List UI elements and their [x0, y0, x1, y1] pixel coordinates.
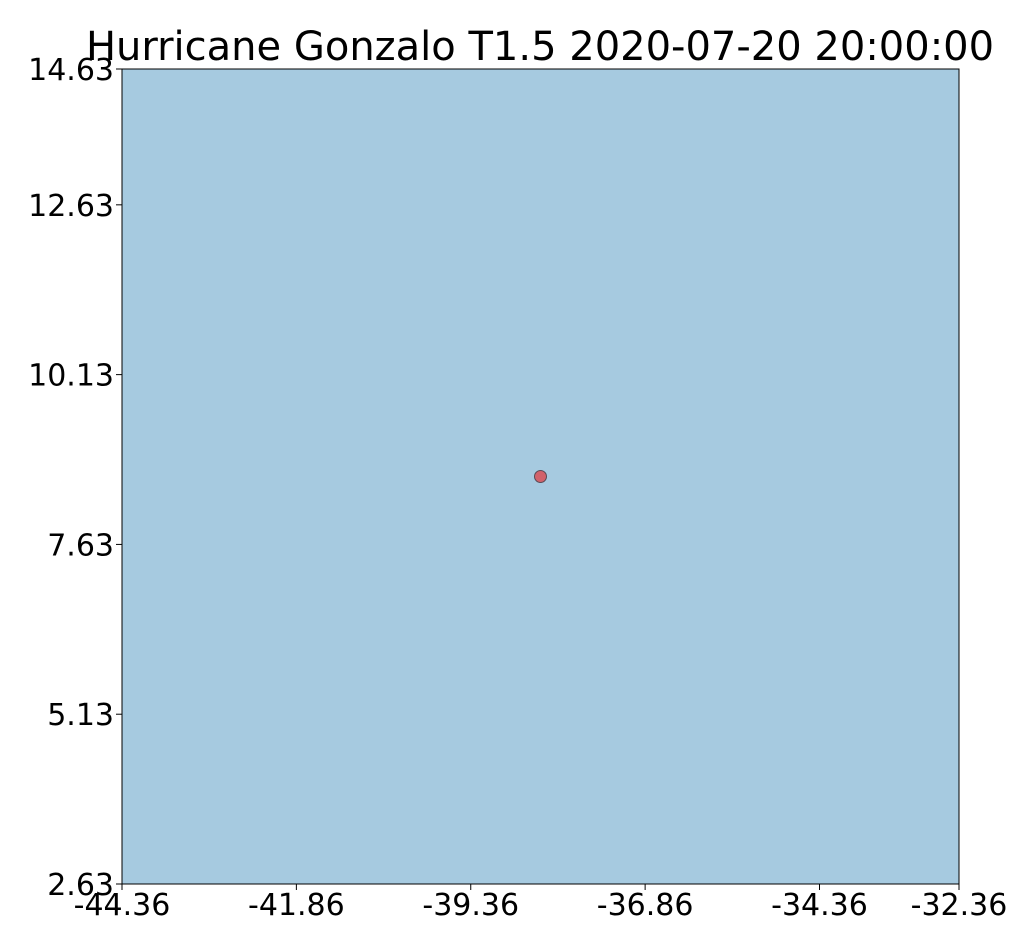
x-tick-label: -36.86: [597, 888, 694, 923]
y-tick-label: 7.63: [47, 528, 114, 563]
data-point: [534, 470, 547, 483]
x-tick-label: -34.36: [771, 888, 868, 923]
x-tick-label: -44.36: [74, 888, 171, 923]
data-points: [534, 470, 547, 483]
x-tick-label: -41.86: [248, 888, 345, 923]
y-tick-label: 14.63: [28, 53, 114, 88]
y-tick-label: 2.63: [47, 868, 114, 903]
y-tick-label: 12.63: [28, 189, 114, 224]
x-tick-label: -39.36: [422, 888, 519, 923]
y-axis: 2.63 5.13 7.63 10.13 12.63 14.63: [28, 53, 122, 903]
y-tick-label: 10.13: [28, 359, 114, 394]
chart-title: Hurricane Gonzalo T1.5 2020-07-20 20:00:…: [86, 24, 994, 70]
x-axis: -44.36 -41.86 -39.36 -36.86 -34.36 -32.36: [74, 884, 1008, 923]
x-tick-label: -32.36: [911, 888, 1008, 923]
y-tick-label: 5.13: [47, 698, 114, 733]
